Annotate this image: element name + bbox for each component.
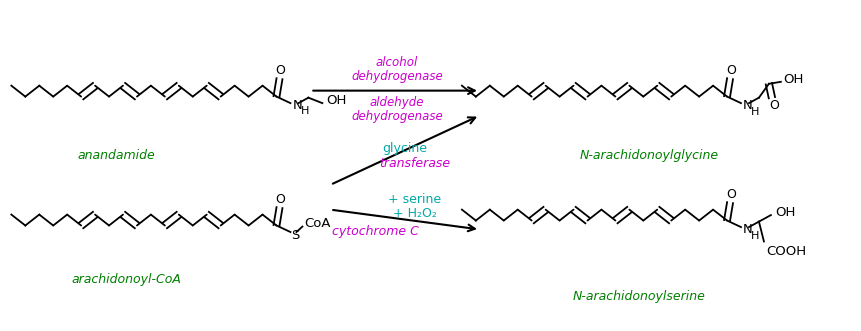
- Text: COOH: COOH: [765, 245, 805, 258]
- Text: S: S: [291, 228, 300, 242]
- Text: N: N: [742, 222, 752, 236]
- Text: N: N: [742, 99, 752, 112]
- Text: transferase: transferase: [379, 157, 450, 169]
- Text: OH: OH: [326, 94, 346, 107]
- Text: H: H: [750, 107, 759, 117]
- Text: N: N: [292, 99, 302, 112]
- Text: N-arachidonoylserine: N-arachidonoylserine: [573, 290, 705, 304]
- Text: O: O: [768, 99, 778, 112]
- Text: + H₂O₂: + H₂O₂: [393, 207, 437, 220]
- Text: OH: OH: [782, 73, 802, 86]
- Text: N-arachidonoylglycine: N-arachidonoylglycine: [579, 149, 718, 162]
- Text: O: O: [725, 188, 735, 201]
- Text: H: H: [750, 231, 759, 241]
- Text: cytochrome C: cytochrome C: [331, 225, 418, 238]
- Text: dehydrogenase: dehydrogenase: [350, 70, 443, 83]
- Text: H: H: [300, 106, 308, 116]
- Text: dehydrogenase: dehydrogenase: [350, 110, 443, 123]
- Text: CoA: CoA: [304, 217, 331, 230]
- Text: aldehyde: aldehyde: [369, 96, 424, 109]
- Text: glycine: glycine: [382, 142, 427, 155]
- Text: anandamide: anandamide: [77, 149, 155, 162]
- Text: O: O: [276, 193, 285, 206]
- Text: + serine: + serine: [388, 193, 441, 206]
- Text: arachidonoyl-CoA: arachidonoyl-CoA: [71, 272, 181, 286]
- Text: OH: OH: [774, 206, 795, 218]
- Text: O: O: [276, 64, 285, 77]
- Text: alcohol: alcohol: [375, 56, 418, 70]
- Text: O: O: [725, 64, 735, 77]
